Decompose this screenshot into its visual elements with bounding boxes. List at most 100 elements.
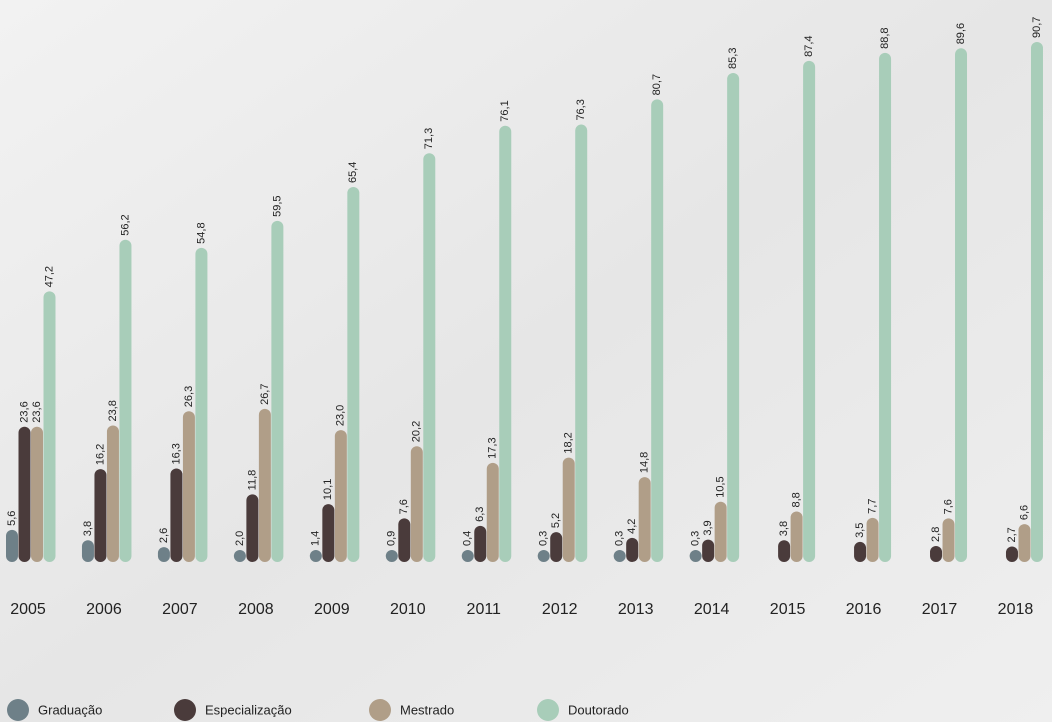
value-label: 3,9	[702, 520, 714, 535]
value-label: 0,3	[614, 531, 626, 546]
bar	[310, 550, 322, 562]
value-label: 7,6	[398, 499, 410, 514]
bar	[867, 518, 879, 562]
value-label: 17,3	[487, 437, 499, 458]
value-label: 7,6	[942, 499, 954, 514]
bar	[930, 546, 942, 562]
bar	[271, 221, 283, 562]
bar	[94, 469, 106, 562]
value-label: 7,7	[866, 499, 878, 514]
bar	[955, 48, 967, 562]
value-label: 0,3	[538, 531, 550, 546]
bar	[158, 547, 170, 562]
value-label: 88,8	[879, 27, 891, 48]
x-tick-label: 2018	[998, 601, 1034, 618]
value-label: 10,5	[715, 476, 727, 497]
bar	[119, 240, 131, 562]
legend-marker	[537, 699, 559, 721]
value-label: 6,6	[1018, 505, 1030, 520]
bar	[234, 550, 246, 562]
bar	[195, 248, 207, 562]
value-label: 11,8	[246, 470, 258, 491]
value-label: 80,7	[651, 74, 663, 95]
value-label: 26,7	[259, 384, 271, 405]
x-tick-label: 2009	[314, 601, 350, 618]
bar	[879, 53, 891, 562]
bar	[474, 526, 486, 562]
x-tick-label: 2016	[846, 601, 882, 618]
bar	[499, 126, 511, 562]
value-label: 20,2	[411, 421, 423, 442]
value-label: 87,4	[803, 35, 815, 56]
bar	[651, 99, 663, 562]
bar	[854, 542, 866, 562]
legend-label: Mestrado	[400, 702, 454, 717]
x-tick-label: 2010	[390, 601, 426, 618]
bar	[791, 512, 803, 562]
value-label: 8,8	[791, 492, 803, 507]
x-tick-label: 2013	[618, 601, 654, 618]
legend-label: Especialização	[205, 702, 292, 717]
legend-label: Doutorado	[568, 702, 629, 717]
value-label: 10,1	[322, 479, 334, 500]
value-label: 23,8	[107, 400, 119, 421]
bar	[715, 502, 727, 562]
legend-marker	[174, 699, 196, 721]
value-label: 56,2	[119, 214, 131, 235]
value-label: 4,2	[626, 519, 638, 534]
bar	[322, 504, 334, 562]
value-label: 76,1	[499, 100, 511, 121]
bar	[398, 518, 410, 562]
value-label: 3,8	[82, 521, 94, 536]
bar	[803, 61, 815, 562]
value-label: 16,2	[94, 444, 106, 465]
value-label: 0,9	[386, 531, 398, 546]
bar	[462, 550, 474, 562]
value-label: 0,3	[690, 531, 702, 546]
bar	[639, 477, 651, 562]
bar	[183, 411, 195, 562]
value-label: 2,0	[234, 531, 246, 546]
bar	[82, 540, 94, 562]
bar	[19, 427, 31, 562]
value-label: 54,8	[195, 222, 207, 243]
bar	[614, 550, 626, 562]
bar	[626, 538, 638, 562]
value-label: 14,8	[639, 452, 651, 473]
bar	[31, 427, 43, 562]
bar	[386, 550, 398, 562]
x-tick-label: 2014	[694, 601, 730, 618]
x-tick-label: 2017	[922, 601, 958, 618]
value-label: 3,8	[778, 521, 790, 536]
value-label: 5,6	[6, 511, 18, 526]
value-label: 85,3	[727, 48, 739, 69]
x-tick-label: 2007	[162, 601, 198, 618]
value-label: 89,6	[955, 23, 967, 44]
value-label: 16,3	[170, 443, 182, 464]
value-label: 59,5	[271, 195, 283, 216]
x-tick-label: 2012	[542, 601, 578, 618]
bar	[6, 530, 18, 562]
bar	[487, 463, 499, 562]
bar	[727, 73, 739, 562]
value-label: 2,7	[1006, 527, 1018, 542]
background	[0, 0, 1052, 722]
bar	[107, 426, 119, 562]
value-label: 18,2	[563, 432, 575, 453]
legend-label: Graduação	[38, 702, 102, 717]
x-tick-label: 2005	[10, 601, 46, 618]
value-label: 6,3	[474, 507, 486, 522]
value-label: 71,3	[423, 128, 435, 149]
value-label: 76,3	[575, 99, 587, 120]
bar	[538, 550, 550, 562]
bar	[423, 153, 435, 562]
bar	[1031, 42, 1043, 562]
bar	[246, 494, 258, 562]
value-label: 3,5	[854, 523, 866, 538]
value-label: 23,6	[31, 401, 43, 422]
x-tick-label: 2008	[238, 601, 274, 618]
x-tick-label: 2006	[86, 601, 122, 618]
bar	[44, 291, 56, 562]
bar	[778, 540, 790, 562]
legend-marker	[7, 699, 29, 721]
